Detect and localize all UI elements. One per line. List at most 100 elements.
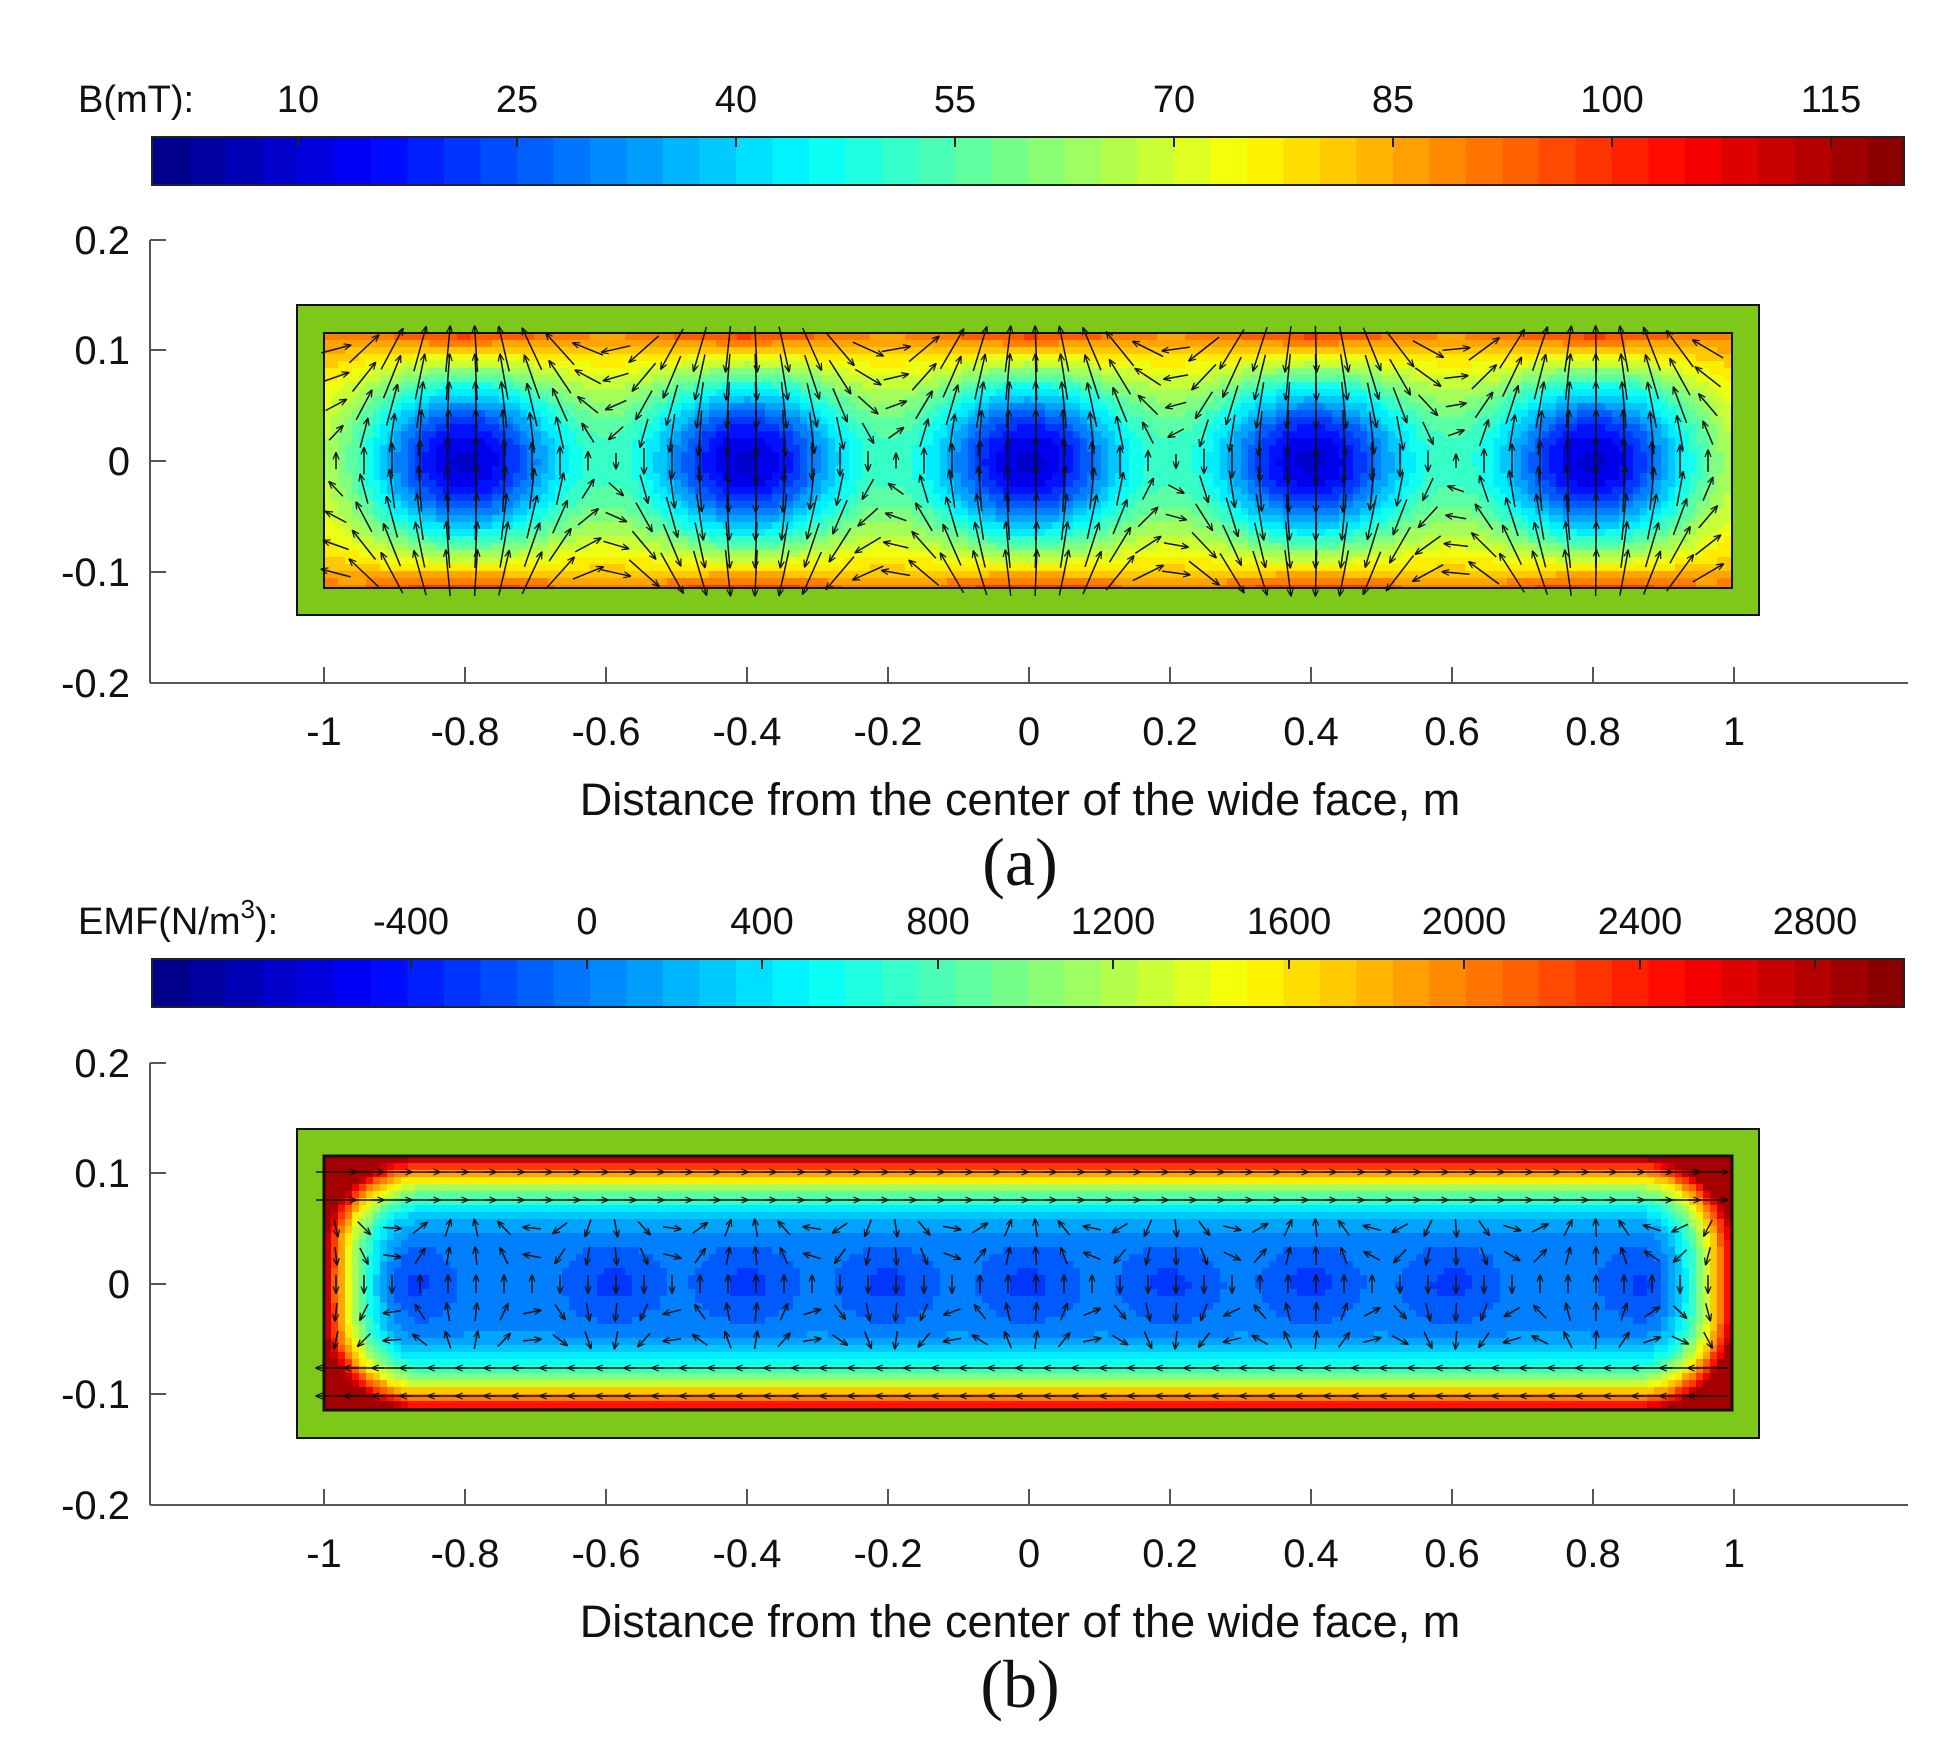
field-cell [1094, 578, 1102, 586]
field-cell [541, 466, 549, 474]
field-cell [408, 494, 416, 502]
field-cell [387, 361, 395, 369]
field-cell [646, 417, 654, 425]
field-cell [786, 354, 794, 362]
field-cell [618, 564, 626, 572]
field-cell [1017, 564, 1025, 572]
field-cell [625, 522, 633, 530]
field-cell [933, 473, 941, 481]
field-cell [765, 494, 773, 502]
field-cell [688, 543, 696, 551]
field-cell [891, 347, 899, 355]
field-cell [1024, 452, 1032, 460]
field-cell [1073, 452, 1081, 460]
field-cell [352, 452, 360, 460]
field-cell [660, 382, 668, 390]
field-cell [464, 585, 472, 588]
field-cell [744, 452, 752, 460]
field-cell [940, 410, 948, 418]
field-cell [562, 564, 570, 572]
field-cell [485, 585, 493, 588]
field-cell [947, 557, 955, 565]
field-cell [1143, 396, 1151, 404]
field-cell [618, 473, 626, 481]
field-cell [1150, 494, 1158, 502]
field-cell [387, 536, 395, 544]
field-cell [562, 417, 570, 425]
field-cell [884, 515, 892, 523]
field-cell [506, 403, 514, 411]
field-cell [1178, 361, 1186, 369]
field-cell [506, 396, 514, 404]
field-cell [1045, 354, 1053, 362]
field-cell [1010, 536, 1018, 544]
colorbar-segment [1429, 137, 1467, 185]
field-cell [737, 354, 745, 362]
field-cell [912, 431, 920, 439]
field-cell [541, 543, 549, 551]
field-cell [569, 452, 577, 460]
field-cell [786, 487, 794, 495]
field-cell [947, 487, 955, 495]
field-cell [744, 431, 752, 439]
field-cell [1206, 473, 1214, 481]
field-cell [380, 501, 388, 509]
field-cell [1017, 403, 1025, 411]
field-cell [359, 543, 367, 551]
field-cell [1017, 550, 1025, 558]
field-cell [1115, 578, 1123, 586]
field-cell [1059, 536, 1067, 544]
field-cell [660, 515, 668, 523]
field-cell [947, 424, 955, 432]
field-cell [1080, 396, 1088, 404]
field-cell [366, 466, 374, 474]
field-cell [758, 452, 766, 460]
field-cell [1241, 522, 1249, 530]
field-cell [1073, 585, 1081, 588]
field-cell [422, 529, 430, 537]
field-cell [947, 333, 955, 341]
field-cell [1129, 382, 1137, 390]
field-cell [1185, 585, 1193, 588]
field-cell [338, 494, 346, 502]
field-cell [506, 445, 514, 453]
field-cell [366, 382, 374, 390]
field-cell [800, 347, 808, 355]
field-cell [800, 424, 808, 432]
field-cell [898, 487, 906, 495]
field-cell [1045, 578, 1053, 586]
field-cell [800, 375, 808, 383]
field-cell [828, 466, 836, 474]
field-cell [989, 515, 997, 523]
field-cell [352, 564, 360, 572]
field-cell [1178, 501, 1186, 509]
field-cell [961, 508, 969, 516]
field-cell [1031, 368, 1039, 376]
field-cell [1122, 368, 1130, 376]
field-cell [807, 438, 815, 446]
field-cell [366, 494, 374, 502]
field-cell [877, 438, 885, 446]
field-cell [968, 564, 976, 572]
field-cell [555, 445, 563, 453]
field-cell [989, 438, 997, 446]
field-cell [954, 473, 962, 481]
field-cell [975, 578, 983, 586]
field-cell [352, 375, 360, 383]
field-cell [590, 501, 598, 509]
field-cell [884, 438, 892, 446]
field-cell [625, 466, 633, 474]
field-cell [1150, 403, 1158, 411]
field-cell [387, 368, 395, 376]
field-cell [940, 431, 948, 439]
field-cell [1101, 515, 1109, 523]
field-cell [891, 424, 899, 432]
field-cell [884, 487, 892, 495]
field-cell [856, 354, 864, 362]
field-cell [849, 431, 857, 439]
field-cell [1143, 382, 1151, 390]
field-cell [1171, 361, 1179, 369]
field-cell [772, 333, 780, 341]
field-cell [1073, 571, 1081, 579]
field-cell [1080, 445, 1088, 453]
